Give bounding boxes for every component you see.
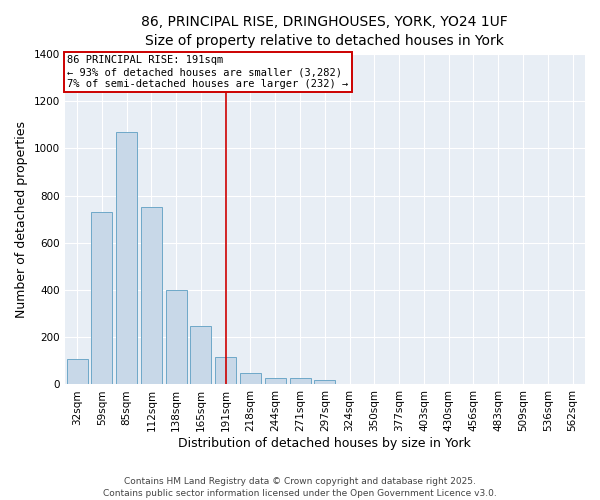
Bar — [141, 208, 162, 384]
Bar — [215, 358, 236, 384]
Bar — [314, 380, 335, 384]
Bar — [265, 378, 286, 384]
Bar — [91, 212, 112, 384]
Bar — [67, 359, 88, 384]
Bar — [290, 378, 311, 384]
Bar — [240, 372, 261, 384]
Y-axis label: Number of detached properties: Number of detached properties — [15, 120, 28, 318]
Title: 86, PRINCIPAL RISE, DRINGHOUSES, YORK, YO24 1UF
Size of property relative to det: 86, PRINCIPAL RISE, DRINGHOUSES, YORK, Y… — [142, 15, 508, 48]
Text: 86 PRINCIPAL RISE: 191sqm
← 93% of detached houses are smaller (3,282)
7% of sem: 86 PRINCIPAL RISE: 191sqm ← 93% of detac… — [67, 56, 349, 88]
X-axis label: Distribution of detached houses by size in York: Distribution of detached houses by size … — [178, 437, 471, 450]
Bar — [116, 132, 137, 384]
Text: Contains HM Land Registry data © Crown copyright and database right 2025.
Contai: Contains HM Land Registry data © Crown c… — [103, 476, 497, 498]
Bar — [190, 326, 211, 384]
Bar — [166, 290, 187, 384]
